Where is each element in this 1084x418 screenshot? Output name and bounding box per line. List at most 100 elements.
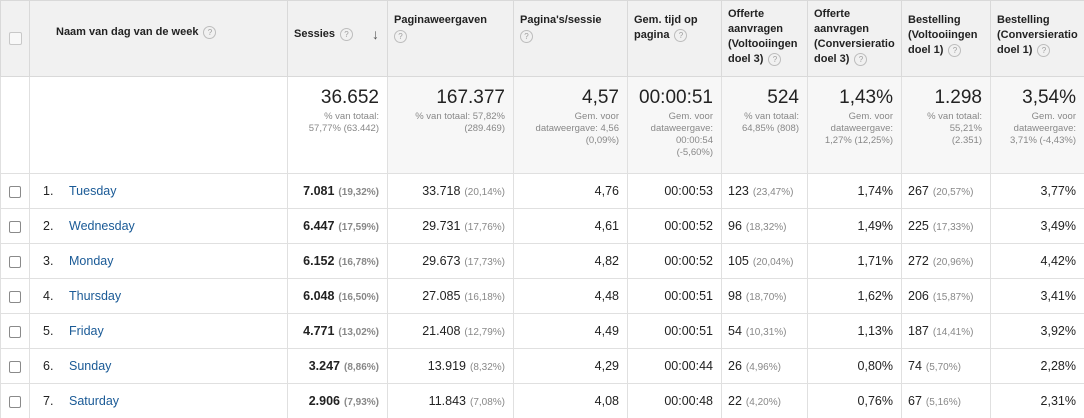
tijd-value: 00:00:52 bbox=[664, 254, 713, 268]
bc-value: 2,28% bbox=[1040, 359, 1076, 373]
row-checkbox[interactable] bbox=[9, 290, 21, 303]
row-select-cell bbox=[0, 348, 30, 384]
offerte-conv-line4: doel 3) bbox=[814, 53, 850, 65]
row-best-conv: 3,41% bbox=[990, 278, 1084, 314]
day-link[interactable]: Sunday bbox=[69, 359, 112, 373]
row-best-conv: 3,92% bbox=[990, 313, 1084, 349]
day-link[interactable]: Monday bbox=[69, 254, 114, 268]
sort-descending-icon[interactable]: ↓ bbox=[372, 26, 379, 42]
pv-pct: (12,79%) bbox=[464, 327, 505, 338]
row-best-conv: 3,77% bbox=[990, 173, 1084, 209]
bestelling-conversieratio-header[interactable]: Bestelling (Conversieratio doel 1)? bbox=[990, 0, 1084, 77]
row-offerte-volt: 22 (4,20%) bbox=[721, 383, 808, 418]
sessies-value: 2.906 bbox=[308, 394, 340, 408]
help-icon[interactable]: ? bbox=[203, 25, 217, 39]
bv-value: 67 bbox=[908, 394, 922, 408]
bv-value: 74 bbox=[908, 359, 922, 373]
total-sub: (2.351) bbox=[951, 135, 982, 146]
day-link[interactable]: Wednesday bbox=[69, 219, 135, 233]
paginaweergaven-header-label: Paginaweergaven bbox=[394, 14, 487, 26]
dimension-header[interactable]: Naam van dag van de week? bbox=[29, 0, 288, 77]
help-icon[interactable]: ? bbox=[1037, 43, 1051, 57]
pagina-sessie-header[interactable]: Pagina's/sessie ? bbox=[513, 0, 628, 77]
row-index: 4. bbox=[43, 289, 54, 303]
total-sub: 64,85% (808) bbox=[741, 123, 799, 134]
row-offerte-volt: 105 (20,04%) bbox=[721, 243, 808, 279]
offerte-volt-line1: Offerte bbox=[728, 8, 765, 20]
offerte-volt-line3: (Voltooiingen bbox=[728, 38, 798, 50]
ov-value: 98 bbox=[728, 289, 742, 303]
total-sub: Gem. voor bbox=[848, 111, 893, 122]
totals-select-cell bbox=[0, 76, 30, 174]
total-sub: (-5,60%) bbox=[676, 147, 713, 158]
offerte-conversieratio-header[interactable]: Offerte aanvragen (Conversieratio doel 3… bbox=[807, 0, 902, 77]
pagina-sessie-header-label: Pagina's/sessie bbox=[520, 14, 602, 26]
row-checkbox[interactable] bbox=[9, 395, 21, 408]
table-row: 4. Thursday 6.048 (16,50%) 27.085 (16,18%) … bbox=[0, 278, 1084, 314]
row-offerte-conv: 1,49% bbox=[807, 208, 902, 244]
row-offerte-volt: 123 (23,47%) bbox=[721, 173, 808, 209]
total-value: 3,54% bbox=[1022, 87, 1076, 108]
sessies-pct: (13,02%) bbox=[338, 327, 379, 338]
sessies-header[interactable]: Sessies? ↓ bbox=[287, 0, 388, 77]
total-value: 36.652 bbox=[320, 87, 379, 108]
row-offerte-volt: 96 (18,32%) bbox=[721, 208, 808, 244]
row-offerte-conv: 0,76% bbox=[807, 383, 902, 418]
table-row: 5. Friday 4.771 (13,02%) 21.408 (12,79%) 4,… bbox=[0, 313, 1084, 349]
offerte-voltooiingen-header[interactable]: Offerte aanvragen (Voltooiingen doel 3)? bbox=[721, 0, 808, 77]
best-volt-line2: (Voltooiingen bbox=[908, 29, 978, 41]
bestelling-voltooiingen-header[interactable]: Bestelling (Voltooiingen doel 1)? bbox=[901, 0, 991, 77]
select-all-checkbox[interactable] bbox=[9, 32, 22, 45]
help-icon[interactable]: ? bbox=[339, 28, 353, 41]
row-dimension-cell: 3. Monday bbox=[29, 243, 288, 279]
totals-paginaweergaven: 167.377 % van totaal: 57,82% (289.469) bbox=[387, 76, 514, 174]
pv-pct: (8,32%) bbox=[469, 362, 505, 373]
row-best-volt: 225 (17,33%) bbox=[901, 208, 991, 244]
tijd-value: 00:00:44 bbox=[664, 359, 713, 373]
row-checkbox[interactable] bbox=[9, 185, 21, 198]
help-icon[interactable]: ? bbox=[674, 28, 688, 42]
row-checkbox[interactable] bbox=[9, 360, 21, 373]
sessies-pct: (7,93%) bbox=[343, 397, 379, 408]
sessies-value: 7.081 bbox=[303, 184, 335, 198]
total-sub: % van totaal: 57,82% bbox=[415, 111, 505, 122]
paginaweergaven-header[interactable]: Paginaweergaven ? bbox=[387, 0, 514, 77]
sessies-value: 6.048 bbox=[303, 289, 335, 303]
row-pagina-sessie: 4,82 bbox=[513, 243, 628, 279]
total-sub: dataweergave: bbox=[1013, 123, 1076, 134]
bv-pct: (5,16%) bbox=[925, 397, 961, 408]
help-icon[interactable]: ? bbox=[948, 43, 962, 57]
total-sub: (289.469) bbox=[464, 123, 505, 134]
totals-gem-tijd: 00:00:51 Gem. voor dataweergave: 00:00:5… bbox=[627, 76, 722, 174]
ov-pct: (20,04%) bbox=[752, 257, 794, 268]
help-icon[interactable]: ? bbox=[768, 52, 782, 66]
best-conv-line1: Bestelling bbox=[997, 14, 1050, 26]
row-paginaweergaven: 29.673 (17,73%) bbox=[387, 243, 514, 279]
help-icon[interactable]: ? bbox=[854, 52, 868, 66]
row-checkbox[interactable] bbox=[9, 255, 21, 268]
row-checkbox[interactable] bbox=[9, 325, 21, 338]
row-select-cell bbox=[0, 278, 30, 314]
day-link[interactable]: Tuesday bbox=[69, 184, 117, 198]
pv-value: 11.843 bbox=[428, 394, 466, 408]
row-best-conv: 2,28% bbox=[990, 348, 1084, 384]
row-checkbox[interactable] bbox=[9, 220, 21, 233]
ov-pct: (4,96%) bbox=[745, 362, 781, 373]
pv-pct: (7,08%) bbox=[469, 397, 505, 408]
total-sub: % van totaal: bbox=[927, 111, 982, 122]
offerte-volt-line4: doel 3) bbox=[728, 53, 764, 65]
row-best-volt: 74 (5,70%) bbox=[901, 348, 991, 384]
tijd-value: 00:00:53 bbox=[664, 184, 713, 198]
day-link[interactable]: Thursday bbox=[69, 289, 122, 303]
day-link[interactable]: Friday bbox=[69, 324, 104, 338]
sessies-header-label: Sessies bbox=[294, 28, 335, 40]
gem-tijd-header[interactable]: Gem. tijd op pagina? bbox=[627, 0, 722, 77]
bc-value: 4,42% bbox=[1040, 254, 1076, 268]
data-rows: 1. Tuesday 7.081 (19,32%) 33.718 (20,14%) 4… bbox=[0, 173, 1084, 418]
ov-value: 105 bbox=[728, 254, 749, 268]
help-icon[interactable]: ? bbox=[394, 30, 407, 43]
row-pagina-sessie: 4,29 bbox=[513, 348, 628, 384]
row-offerte-conv: 1,71% bbox=[807, 243, 902, 279]
help-icon[interactable]: ? bbox=[520, 30, 533, 43]
day-link[interactable]: Saturday bbox=[69, 394, 120, 408]
